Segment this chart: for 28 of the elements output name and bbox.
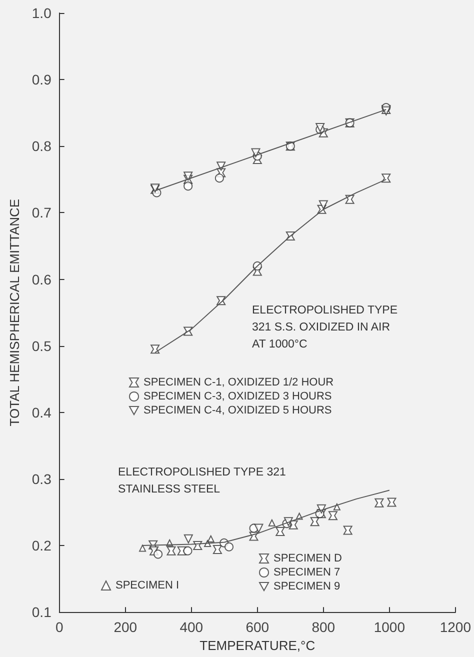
x-tick-label: 400 — [180, 619, 204, 636]
x-tick-label: 200 — [114, 619, 138, 636]
x-tick-label: 800 — [312, 619, 336, 636]
legend-label: SPECIMEN C-4, OXIDIZED 5 HOURS — [144, 404, 332, 416]
x-tick-label: 1200 — [440, 619, 472, 636]
legend-label: SPECIMEN C-1, OXIDIZED 1/2 HOUR — [144, 376, 334, 388]
legend-label: SPECIMEN I — [116, 580, 180, 592]
legend-label: SPECIMEN C-3, OXIDIZED 3 HOURS — [144, 390, 332, 402]
y-tick-label: 0.6 — [32, 271, 52, 288]
y-axis-title: TOTAL HEMISPHERICAL EMITTANCE — [7, 198, 22, 426]
x-tick-label: 1000 — [374, 619, 406, 636]
x-tick-label: 0 — [55, 619, 64, 636]
y-tick-label: 0.4 — [32, 404, 52, 420]
legend-label: SPECIMEN 9 — [274, 580, 340, 592]
x-tick-label: 600 — [246, 619, 270, 636]
y-tick-label: 0.9 — [32, 72, 52, 88]
y-tick-label: 0.8 — [32, 138, 52, 154]
legend-label: SPECIMEN 7 — [274, 566, 340, 578]
y-tick-label: 0.5 — [32, 338, 52, 354]
annotation: ELECTROPOLISHED TYPE 321 S.S. OXIDIZED IN AIR AT 1000°C — [252, 304, 398, 350]
y-tick-label: 0.1 — [32, 604, 52, 620]
annotation: ELECTROPOLISHED TYPE 321 STAINLESS STEEL — [118, 466, 286, 496]
legend-label: SPECIMEN D — [274, 552, 342, 564]
y-tick-label: 0.3 — [32, 470, 52, 487]
y-tick-label: 1.0 — [32, 5, 52, 21]
x-axis-title: TEMPERATURE,°C — [200, 638, 316, 653]
y-tick-label: 0.2 — [32, 538, 52, 554]
y-tick-label: 0.7 — [32, 204, 52, 221]
